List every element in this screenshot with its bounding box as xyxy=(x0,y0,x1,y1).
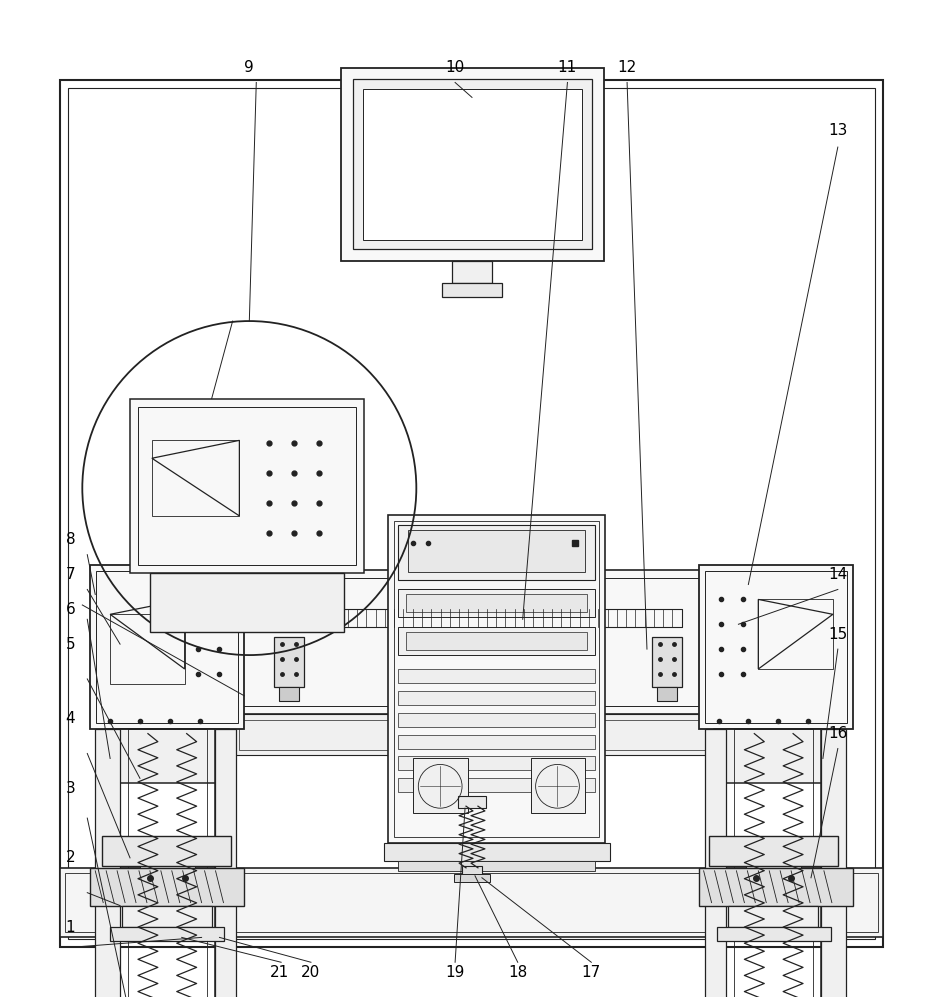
Bar xyxy=(442,283,502,297)
Bar xyxy=(389,515,605,843)
Text: 1: 1 xyxy=(66,920,75,935)
Bar xyxy=(531,758,586,813)
Bar xyxy=(353,79,592,249)
Bar xyxy=(95,729,120,1000)
Bar xyxy=(363,89,583,240)
Bar xyxy=(399,525,595,580)
Text: 11: 11 xyxy=(558,60,577,75)
Bar xyxy=(699,868,852,906)
Bar xyxy=(735,729,813,1000)
Bar xyxy=(821,729,846,1000)
Bar xyxy=(106,729,229,783)
Bar xyxy=(704,729,726,1000)
Bar xyxy=(399,713,595,727)
Bar xyxy=(340,68,604,261)
Bar xyxy=(399,627,595,655)
Bar xyxy=(110,927,224,941)
Bar xyxy=(399,756,595,770)
Bar xyxy=(240,720,706,750)
Text: 14: 14 xyxy=(828,567,848,582)
Bar xyxy=(413,758,468,813)
Bar xyxy=(150,573,344,632)
Bar xyxy=(708,836,837,866)
Text: 20: 20 xyxy=(302,965,321,980)
Text: 16: 16 xyxy=(828,726,848,741)
Bar xyxy=(758,599,833,669)
Bar xyxy=(122,906,211,927)
Bar xyxy=(406,632,587,650)
Bar xyxy=(138,407,356,565)
Text: 6: 6 xyxy=(65,602,75,617)
Bar xyxy=(102,836,231,866)
Text: 10: 10 xyxy=(445,60,465,75)
Bar xyxy=(96,571,239,723)
Bar xyxy=(65,873,878,932)
Bar xyxy=(235,714,712,755)
Bar xyxy=(60,868,883,937)
Bar xyxy=(227,578,719,706)
Bar xyxy=(110,614,185,684)
Bar xyxy=(699,565,852,729)
Bar xyxy=(657,687,677,701)
Text: 5: 5 xyxy=(66,637,75,652)
Bar xyxy=(384,843,610,861)
Bar xyxy=(399,861,595,871)
Bar xyxy=(128,729,207,1000)
Bar xyxy=(462,866,482,878)
Text: 2: 2 xyxy=(66,850,75,865)
Text: 18: 18 xyxy=(508,965,527,980)
Bar xyxy=(714,729,837,783)
Bar xyxy=(458,796,486,808)
Text: 4: 4 xyxy=(66,711,75,726)
Bar xyxy=(406,594,587,612)
Bar xyxy=(214,729,237,1000)
Bar xyxy=(130,399,364,573)
Bar xyxy=(274,637,304,687)
Bar xyxy=(140,858,194,876)
Bar xyxy=(399,589,595,617)
Bar xyxy=(264,609,682,627)
Text: 13: 13 xyxy=(828,123,848,138)
Bar xyxy=(399,691,595,705)
Bar xyxy=(220,570,726,714)
Bar xyxy=(91,868,244,906)
Bar xyxy=(408,530,586,572)
Text: 3: 3 xyxy=(65,781,75,796)
Text: 7: 7 xyxy=(66,567,75,582)
Bar xyxy=(120,729,214,1000)
Text: 8: 8 xyxy=(66,532,75,547)
Bar xyxy=(455,874,490,882)
Text: 15: 15 xyxy=(828,627,848,642)
Bar xyxy=(729,906,818,927)
Bar xyxy=(60,80,883,947)
Bar xyxy=(704,571,847,723)
Bar xyxy=(91,565,244,729)
Bar xyxy=(717,927,831,941)
Bar xyxy=(152,440,240,516)
Bar xyxy=(452,261,492,283)
Text: 19: 19 xyxy=(445,965,465,980)
Bar xyxy=(399,778,595,792)
Bar xyxy=(746,858,801,876)
Bar xyxy=(394,521,599,837)
Bar xyxy=(399,669,595,683)
Bar xyxy=(69,88,874,939)
Bar xyxy=(279,687,299,701)
Bar xyxy=(726,729,821,1000)
Bar xyxy=(399,735,595,749)
Text: 9: 9 xyxy=(244,60,255,75)
Bar xyxy=(652,637,682,687)
Text: 12: 12 xyxy=(618,60,637,75)
Text: 21: 21 xyxy=(270,965,289,980)
Text: 17: 17 xyxy=(582,965,601,980)
